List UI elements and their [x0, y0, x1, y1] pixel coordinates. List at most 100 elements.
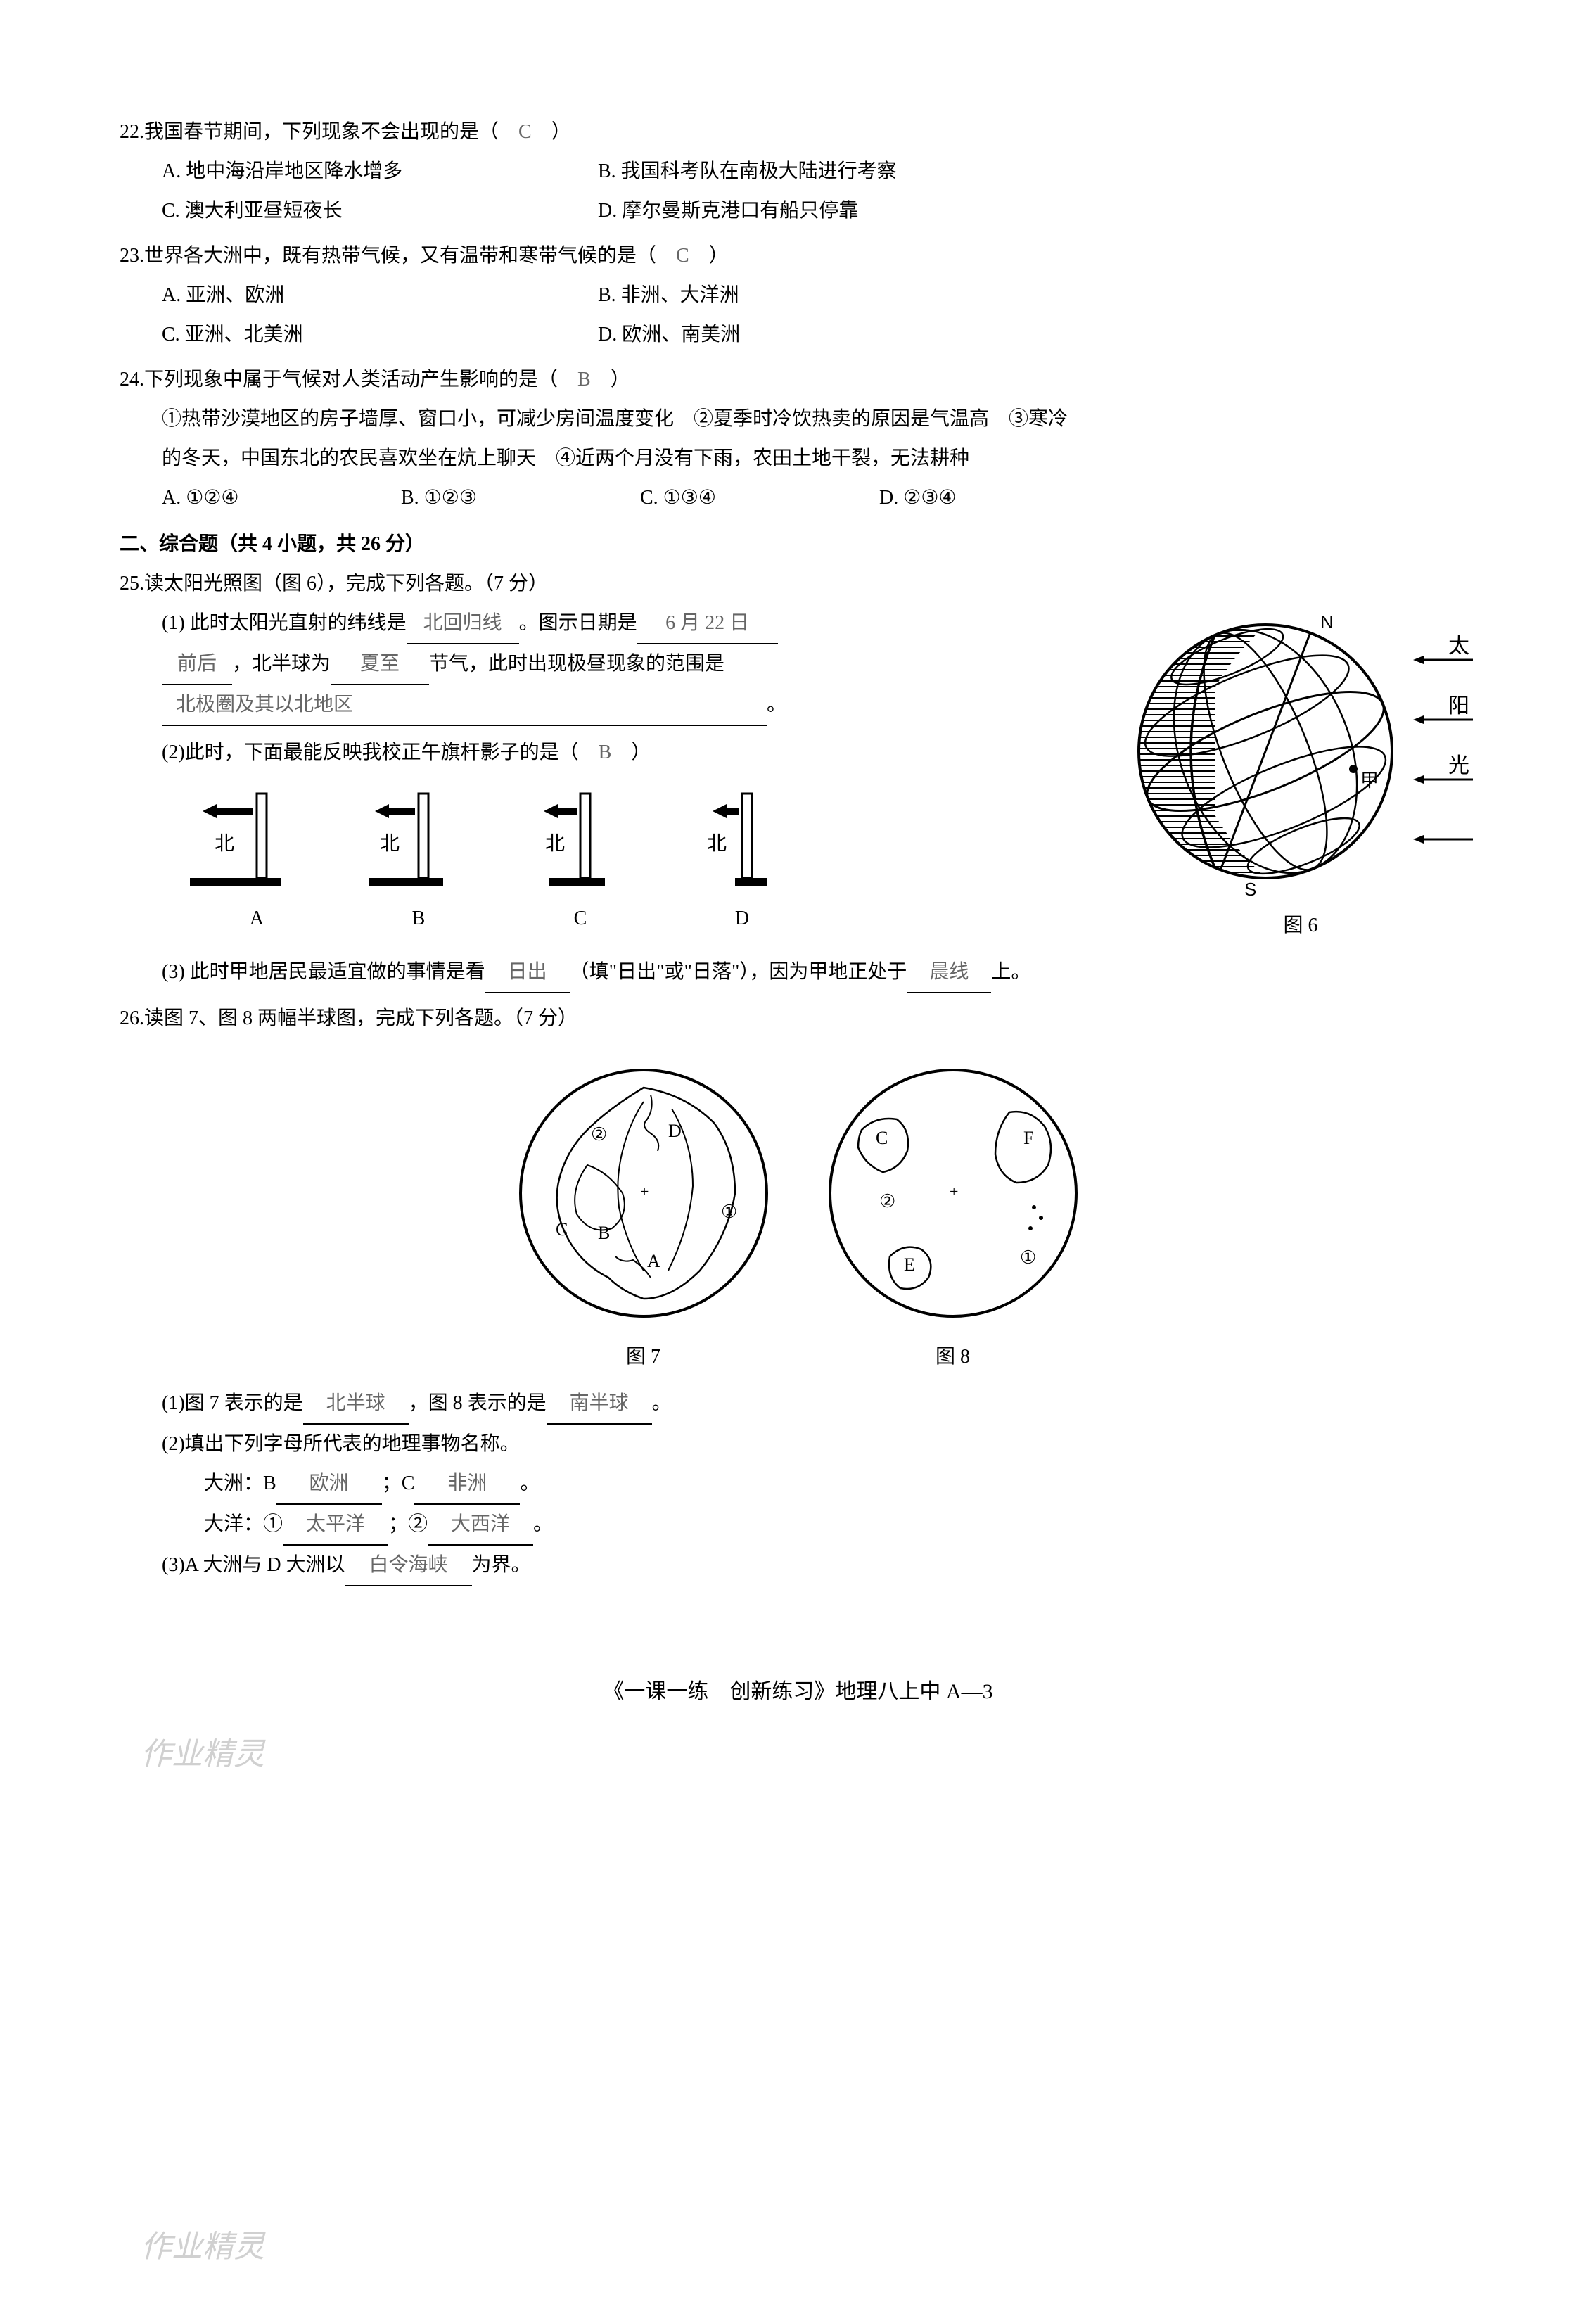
question-25: 25.读太阳光照图（图 6），完成下列各题。（7 分） (1) 此时太阳光直射的…	[120, 564, 1476, 993]
q24-optB: B. ①②③	[401, 478, 640, 518]
q23-stem: 23.世界各大洲中，既有热带气候，又有温带和寒带气候的是（ C ）	[120, 236, 1476, 276]
q23-options-row2: C. 亚洲、北美洲 D. 欧洲、南美洲	[120, 315, 1476, 355]
q25-blank4: 北极圈及其以北地区	[162, 685, 767, 726]
question-24: 24.下列现象中属于气候对人类活动产生影响的是（ B ） ①热带沙漠地区的房子墙…	[120, 360, 1476, 518]
question-26: 26.读图 7、图 8 两幅半球图，完成下列各题。（7 分） + ① ② A B…	[120, 999, 1476, 1586]
svg-text:甲: 甲	[1360, 770, 1379, 791]
q22-options-row1: A. 地中海沿岸地区降水增多 B. 我国科考队在南极大陆进行考察	[120, 152, 1476, 191]
q26-blank6: 大西洋	[428, 1505, 533, 1546]
q23-optD: D. 欧洲、南美洲	[598, 315, 740, 355]
q26-blank7: 白令海峡	[345, 1546, 472, 1586]
fig8-label: 图 8	[819, 1337, 1087, 1377]
q-num: 23.	[120, 245, 144, 267]
watermark-2: 作业精灵	[141, 2216, 264, 2278]
page-footer: 《一课一练 创新练习》地理八上中 A—3	[120, 1671, 1476, 1713]
section-2-title: 二、综合题（共 4 小题，共 26 分）	[120, 525, 1476, 564]
q24-line2: 的冬天，中国东北的农民喜欢坐在炕上聊天 ④近两个月没有下雨，农田土地干裂，无法耕…	[120, 439, 1476, 478]
q26-stem: 26.读图 7、图 8 两幅半球图，完成下列各题。（7 分）	[120, 999, 1476, 1038]
q22-answer: C	[518, 121, 532, 143]
letter-C: C	[499, 899, 661, 938]
flagpole-B: 北	[338, 787, 499, 892]
q26-blank4: 非洲	[414, 1464, 520, 1505]
q-num: 26.	[120, 1007, 144, 1029]
watermark-1: 作业精灵	[141, 1724, 264, 1786]
fig7-label: 图 7	[510, 1337, 777, 1377]
q-num: 24.	[120, 369, 144, 390]
q26-blank3: 欧洲	[276, 1464, 382, 1505]
svg-text:S: S	[1244, 879, 1256, 900]
q24-optC: C. ①③④	[640, 478, 879, 518]
figure-8: + ① ② C E F 图 8	[819, 1060, 1087, 1377]
q23-optA: A. 亚洲、欧洲	[162, 276, 598, 315]
q23-answer: C	[676, 245, 689, 267]
q25-part1: (1) 此时太阳光直射的纬线是北回归线。图示日期是6 月 22 日	[120, 604, 1125, 644]
figure-6: 太 阳 光	[1125, 611, 1476, 946]
q24-options: A. ①②④ B. ①②③ C. ①③④ D. ②③④	[120, 478, 1476, 518]
q23-options-row1: A. 亚洲、欧洲 B. 非洲、大洋洲	[120, 276, 1476, 315]
svg-text:F: F	[1023, 1128, 1033, 1148]
svg-text:②: ②	[879, 1191, 895, 1211]
flagpole-D: 北	[661, 787, 823, 892]
svg-text:北: 北	[215, 833, 234, 855]
q24-line1: ①热带沙漠地区的房子墙厚、窗口小，可减少房间温度变化 ②夏季时冷饮热卖的原因是气…	[120, 400, 1476, 439]
svg-text:C: C	[876, 1128, 888, 1148]
q23-optC: C. 亚洲、北美洲	[162, 315, 598, 355]
q26-blank5: 太平洋	[283, 1505, 388, 1546]
q22-optB: B. 我国科考队在南极大陆进行考察	[598, 152, 897, 191]
svg-text:+: +	[950, 1183, 958, 1200]
q25-part3: (3) 此时甲地居民最适宜做的事情是看日出（填"日出"或"日落"），因为甲地正处…	[120, 953, 1476, 993]
q24-optA: A. ①②④	[162, 478, 401, 518]
q25-blank2: 6 月 22 日	[637, 604, 778, 644]
q25-blank6: 晨线	[907, 953, 991, 993]
q25-blank3: 夏至	[331, 644, 429, 685]
q26-part1: (1)图 7 表示的是北半球，图 8 表示的是南半球。	[120, 1384, 1476, 1425]
q26-part2: (2)填出下列字母所代表的地理事物名称。	[120, 1425, 1476, 1464]
svg-text:②: ②	[591, 1124, 607, 1145]
q26-part2-line2: 大洋：①太平洋；②大西洋。	[120, 1505, 1476, 1546]
q25-part1-line2: 前后，北半球为夏至节气，此时出现极昼现象的范围是	[120, 644, 1125, 685]
letter-B: B	[338, 899, 499, 938]
flagpole-C: 北	[499, 787, 661, 892]
q22-stem: 22.我国春节期间，下列现象不会出现的是（ C ）	[120, 113, 1476, 152]
q-num: 25.	[120, 573, 144, 594]
svg-text:N: N	[1320, 611, 1334, 632]
q26-part2-line1: 大洲：B欧洲；C非洲。	[120, 1464, 1476, 1505]
q25-blank5: 日出	[485, 953, 570, 993]
letter-D: D	[661, 899, 823, 938]
q25-part1-line3: 北极圈及其以北地区。	[120, 685, 1125, 726]
q25-part2: (2)此时，下面最能反映我校正午旗杆影子的是（ B ）	[120, 733, 1125, 772]
svg-text:①: ①	[1020, 1247, 1036, 1268]
q22-optD: D. 摩尔曼斯克港口有船只停靠	[598, 191, 858, 231]
letter-A: A	[176, 899, 338, 938]
svg-text:B: B	[598, 1223, 610, 1243]
svg-text:阳: 阳	[1448, 694, 1469, 718]
q26-blank1: 北半球	[303, 1384, 409, 1425]
figure-7: + ① ② A B C D 图 7	[510, 1060, 777, 1377]
q22-options-row2: C. 澳大利亚昼短夜长 D. 摩尔曼斯克港口有船只停靠	[120, 191, 1476, 231]
svg-text:北: 北	[707, 833, 727, 855]
flagpole-row: 北 北	[120, 787, 1125, 892]
q25-part2-answer: B	[599, 742, 612, 763]
q24-stem: 24.下列现象中属于气候对人类活动产生影响的是（ B ）	[120, 360, 1476, 400]
hemisphere-figures: + ① ② A B C D 图 7	[120, 1060, 1476, 1377]
svg-text:①: ①	[721, 1202, 737, 1222]
q22-optA: A. 地中海沿岸地区降水增多	[162, 152, 598, 191]
question-23: 23.世界各大洲中，既有热带气候，又有温带和寒带气候的是（ C ） A. 亚洲、…	[120, 236, 1476, 355]
flagpole-letters: A B C D	[120, 899, 1125, 938]
svg-text:光: 光	[1448, 754, 1469, 777]
q24-answer: B	[577, 369, 591, 390]
q23-optB: B. 非洲、大洋洲	[598, 276, 739, 315]
svg-text:E: E	[904, 1254, 915, 1275]
svg-text:北: 北	[380, 833, 400, 855]
q25-stem: 25.读太阳光照图（图 6），完成下列各题。（7 分）	[120, 564, 1476, 604]
fig6-label: 图 6	[1125, 906, 1476, 946]
q25-blank-qh: 前后	[162, 644, 232, 685]
svg-text:A: A	[647, 1251, 660, 1271]
flagpole-A: 北	[176, 787, 338, 892]
q26-blank2: 南半球	[547, 1384, 652, 1425]
question-22: 22.我国春节期间，下列现象不会出现的是（ C ） A. 地中海沿岸地区降水增多…	[120, 113, 1476, 231]
svg-text:北: 北	[545, 833, 565, 855]
svg-text:C: C	[556, 1219, 568, 1240]
svg-text:太: 太	[1448, 635, 1469, 658]
q26-part3: (3)A 大洲与 D 大洲以白令海峡为界。	[120, 1546, 1476, 1586]
